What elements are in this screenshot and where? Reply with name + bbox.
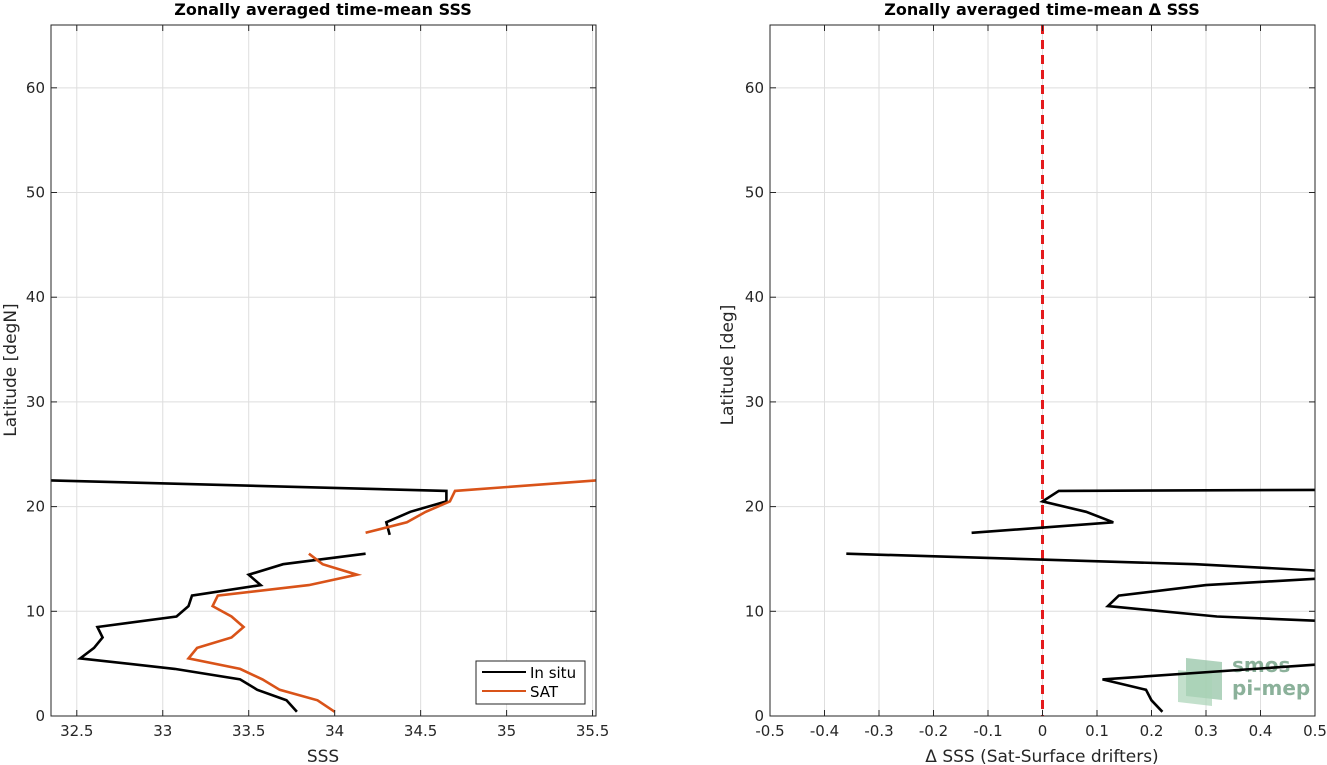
series-line-series-0 bbox=[1102, 663, 1316, 713]
x-tick-label: 34 bbox=[325, 722, 344, 740]
left-gridlines bbox=[51, 25, 596, 717]
series-line-in-situ bbox=[76, 552, 366, 713]
right-y-axis-label: Latitude [deg] bbox=[718, 305, 738, 426]
left-axes-frame bbox=[50, 24, 597, 717]
legend-box bbox=[475, 660, 586, 705]
series-line-sat bbox=[365, 479, 597, 535]
x-tick-label: 0 bbox=[1038, 722, 1048, 740]
legend-label-in-situ: In situ bbox=[530, 664, 576, 682]
right-ticks: -0.5 -0.4 -0.3 -0.2 -0.1 0 0.1 0.2 0.3 0.4 0.5 0 10 2… bbox=[745, 25, 1327, 740]
legend-label-sat: SAT bbox=[530, 683, 559, 701]
x-tick-label: -0.5 bbox=[755, 722, 784, 740]
y-tick-label: 60 bbox=[745, 79, 764, 97]
left-plot-area bbox=[51, 25, 596, 716]
right-chart-panel: smos pi-mep -0.5 -0.4 -0.3 -0.2 -0.1 0 0.1 0.2 0… bbox=[718, 0, 1327, 765]
y-tick-label: 0 bbox=[754, 707, 764, 725]
x-tick-label: -0.2 bbox=[919, 722, 948, 740]
y-tick-label: 10 bbox=[745, 602, 764, 620]
y-tick-label: 50 bbox=[745, 184, 764, 202]
x-tick-label: -0.1 bbox=[973, 722, 1002, 740]
y-tick-label: 50 bbox=[26, 184, 45, 202]
left-chart-panel: 32.5 33 33.5 34 34.5 35 35.5 0 10 20 30 40 50 60 Zona… bbox=[1, 0, 609, 765]
right-x-axis-label: Δ SSS (Sat-Surface drifters) bbox=[925, 747, 1158, 765]
series-line-sat bbox=[186, 552, 363, 713]
x-tick-label: -0.3 bbox=[864, 722, 893, 740]
right-data-lines bbox=[846, 488, 1316, 713]
watermark-text-pi-mep: pi-mep bbox=[1232, 676, 1310, 700]
x-tick-label: 0.4 bbox=[1249, 722, 1273, 740]
watermark-text-smos: smos bbox=[1232, 653, 1290, 677]
y-tick-label: 10 bbox=[26, 602, 45, 620]
y-tick-label: 20 bbox=[745, 498, 764, 516]
y-tick-label: 30 bbox=[745, 393, 764, 411]
y-tick-label: 20 bbox=[26, 498, 45, 516]
x-tick-label: -0.4 bbox=[810, 722, 839, 740]
x-tick-label: 32.5 bbox=[60, 722, 93, 740]
series-line-series-0 bbox=[971, 488, 1316, 535]
y-tick-label: 0 bbox=[35, 707, 45, 725]
x-tick-label: 34.5 bbox=[404, 722, 437, 740]
y-tick-label: 40 bbox=[745, 288, 764, 306]
smos-pi-mep-watermark: smos pi-mep bbox=[1178, 653, 1310, 706]
left-chart-title: Zonally averaged time-mean SSS bbox=[174, 0, 472, 19]
right-chart-title: Zonally averaged time-mean Δ SSS bbox=[884, 0, 1200, 19]
x-tick-label: 0.2 bbox=[1140, 722, 1164, 740]
left-data-lines bbox=[50, 479, 597, 713]
series-line-series-0 bbox=[1104, 577, 1316, 622]
series-line-in-situ bbox=[50, 479, 448, 536]
x-tick-label: 0.1 bbox=[1085, 722, 1109, 740]
left-y-axis-label: Latitude [degN] bbox=[1, 303, 21, 436]
y-tick-label: 40 bbox=[26, 288, 45, 306]
x-tick-label: 0.3 bbox=[1194, 722, 1218, 740]
series-line-series-0 bbox=[846, 552, 1316, 572]
left-ticks: 32.5 33 33.5 34 34.5 35 35.5 0 10 20 30 40 50 60 bbox=[26, 25, 609, 740]
x-tick-label: 0.5 bbox=[1303, 722, 1327, 740]
x-tick-label: 35.5 bbox=[576, 722, 609, 740]
watermark-logo-shape-2 bbox=[1178, 670, 1212, 706]
x-tick-label: 33 bbox=[153, 722, 172, 740]
left-legend: In situ SAT bbox=[475, 660, 586, 705]
y-tick-label: 30 bbox=[26, 393, 45, 411]
left-x-axis-label: SSS bbox=[307, 747, 339, 765]
y-tick-label: 60 bbox=[26, 79, 45, 97]
x-tick-label: 33.5 bbox=[232, 722, 265, 740]
x-tick-label: 35 bbox=[497, 722, 516, 740]
